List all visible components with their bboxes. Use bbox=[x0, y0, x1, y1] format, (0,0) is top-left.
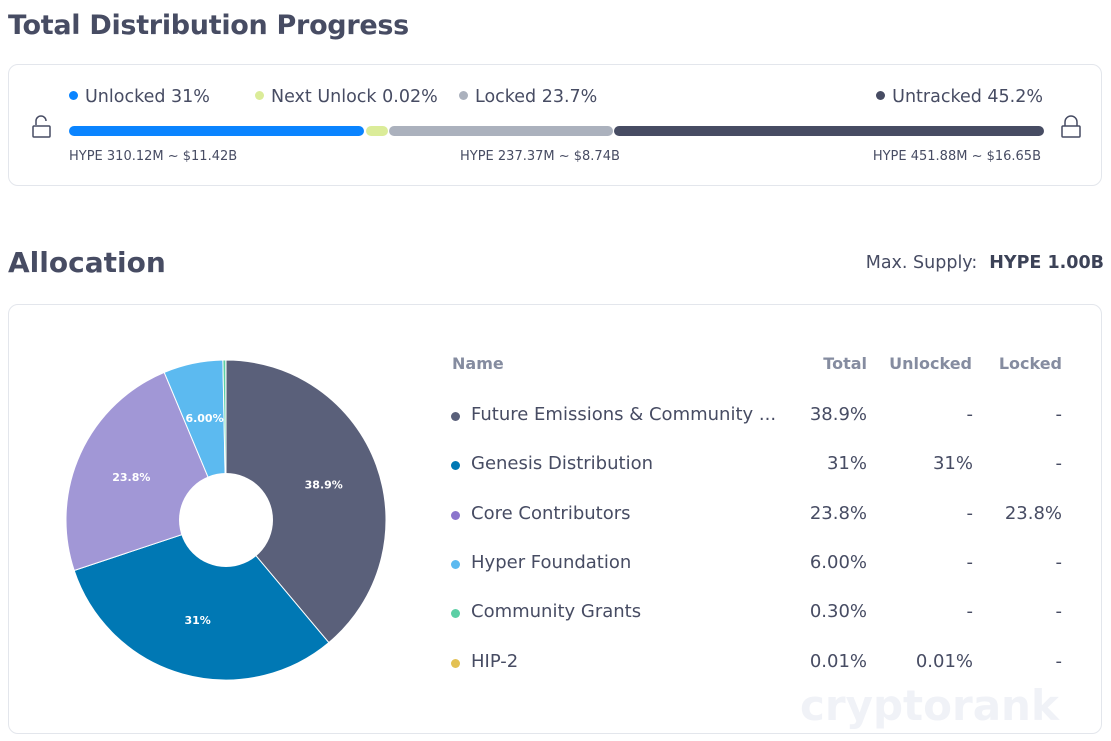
row-total: 0.01% bbox=[809, 650, 867, 672]
pie-hole bbox=[179, 473, 273, 567]
legend-unlocked: Unlocked 31% bbox=[69, 87, 210, 107]
table-row[interactable]: Hyper Foundation 6.00% - - bbox=[451, 552, 1071, 576]
pie-slice[interactable] bbox=[73, 519, 330, 681]
row-locked: - bbox=[1055, 551, 1063, 573]
row-unlocked: - bbox=[966, 404, 974, 425]
bar-next-unlock bbox=[366, 126, 388, 136]
row-name: Core Contributors bbox=[471, 502, 631, 524]
row-name: Hyper Foundation bbox=[471, 551, 632, 573]
amount-untracked: HYPE 451.88M ~ $16.65B bbox=[872, 149, 1041, 164]
row-unlocked: - bbox=[966, 551, 974, 573]
row-total: 6.00% bbox=[809, 551, 867, 573]
row-total: 23.8% bbox=[809, 502, 867, 524]
color-dot-icon bbox=[451, 559, 460, 569]
row-total: 38.9% bbox=[809, 404, 867, 425]
row-name: Future Emissions & Community ... bbox=[471, 404, 777, 425]
bar-unlocked bbox=[69, 126, 364, 136]
row-unlocked: - bbox=[966, 601, 974, 623]
row-locked: - bbox=[1055, 453, 1063, 475]
table-row[interactable]: Core Contributors 23.8% - 23.8% bbox=[451, 503, 1071, 527]
col-locked[interactable]: Locked bbox=[998, 354, 1062, 373]
color-dot-icon bbox=[451, 658, 460, 668]
row-locked: - bbox=[1055, 650, 1063, 672]
color-dot-icon bbox=[451, 609, 460, 619]
distribution-title: Total Distribution Progress bbox=[8, 10, 409, 41]
watermark: cryptorank bbox=[800, 681, 1059, 730]
row-total: 0.30% bbox=[809, 601, 867, 623]
row-unlocked: - bbox=[966, 502, 974, 524]
bar-locked bbox=[389, 126, 613, 136]
amount-locked: HYPE 237.37M ~ $8.74B bbox=[460, 149, 620, 164]
col-total[interactable]: Total bbox=[823, 354, 867, 373]
color-dot-icon bbox=[451, 510, 460, 520]
row-name: Genesis Distribution bbox=[471, 453, 653, 475]
distribution-progress-card: Unlocked 31% Next Unlock 0.02% Locked 23… bbox=[8, 64, 1102, 186]
legend-locked: Locked 23.7% bbox=[459, 87, 597, 107]
row-locked: - bbox=[1055, 404, 1063, 425]
row-locked: 23.8% bbox=[1004, 502, 1062, 524]
allocation-card bbox=[8, 304, 1102, 734]
allocation-title: Allocation bbox=[8, 246, 166, 279]
row-name: Community Grants bbox=[471, 601, 642, 623]
amount-unlocked: HYPE 310.12M ~ $11.42B bbox=[69, 149, 238, 164]
pie-slice[interactable] bbox=[225, 359, 387, 644]
row-name: HIP-2 bbox=[471, 650, 519, 672]
row-locked: - bbox=[1055, 601, 1063, 623]
max-supply: Max. Supply: HYPE 1.00B bbox=[865, 253, 1104, 273]
legend-next-unlock: Next Unlock 0.02% bbox=[255, 87, 438, 107]
legend-untracked: Untracked 45.2% bbox=[876, 87, 1043, 107]
row-unlocked: 0.01% bbox=[915, 650, 973, 672]
col-name[interactable]: Name bbox=[452, 354, 504, 373]
table-row[interactable]: Genesis Distribution 31% 31% - bbox=[451, 453, 1071, 477]
allocation-pie-chart: 38.9% 31% 23.8% 6.00% bbox=[65, 359, 387, 681]
pie-data-label: 38.9% bbox=[305, 478, 343, 491]
bar-untracked bbox=[614, 126, 1044, 136]
row-unlocked: 31% bbox=[932, 453, 973, 475]
table-row[interactable]: HIP-2 0.01% 0.01% - bbox=[451, 651, 1071, 675]
unlocked-lock-icon bbox=[32, 115, 51, 138]
col-unlocked[interactable]: Unlocked bbox=[889, 354, 972, 373]
pie-data-label: 31% bbox=[184, 614, 210, 627]
table-row[interactable]: Future Emissions & Community ... 38.9% -… bbox=[451, 404, 1071, 428]
pie-data-label: 6.00% bbox=[185, 412, 223, 425]
pie-data-label: 23.8% bbox=[112, 471, 150, 484]
table-row[interactable]: Community Grants 0.30% - - bbox=[451, 601, 1071, 625]
row-total: 31% bbox=[826, 453, 867, 475]
color-dot-icon bbox=[451, 412, 460, 421]
color-dot-icon bbox=[451, 461, 460, 471]
locked-lock-icon bbox=[1061, 115, 1081, 138]
